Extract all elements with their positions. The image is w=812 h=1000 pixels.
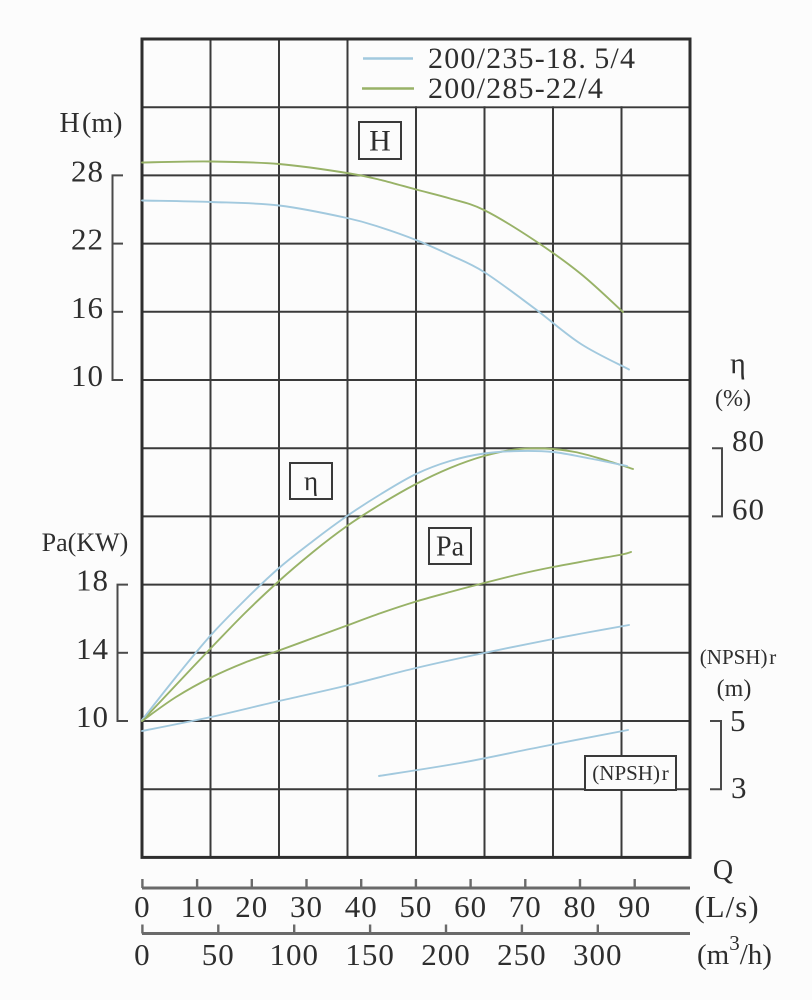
svg-text:30: 30 — [290, 889, 323, 924]
svg-text:14: 14 — [76, 631, 109, 666]
svg-text:150: 150 — [345, 937, 395, 972]
svg-text:5: 5 — [730, 703, 747, 738]
svg-text:(%): (%) — [715, 386, 751, 412]
svg-text:200/285-22/4: 200/285-22/4 — [428, 72, 604, 105]
svg-text:10: 10 — [181, 889, 214, 924]
svg-text:250: 250 — [497, 937, 547, 972]
svg-text:80: 80 — [732, 423, 765, 458]
svg-text:16: 16 — [71, 290, 104, 325]
svg-text:0: 0 — [134, 937, 151, 972]
svg-text:28: 28 — [71, 153, 104, 188]
svg-text:H: H — [369, 125, 391, 158]
svg-text:3: 3 — [731, 770, 748, 805]
svg-text:10: 10 — [76, 699, 109, 734]
svg-text:Q: Q — [713, 855, 733, 886]
svg-text:0: 0 — [134, 889, 151, 924]
svg-text:Pa(KW): Pa(KW) — [42, 528, 129, 557]
svg-text:100: 100 — [269, 937, 319, 972]
svg-text:70: 70 — [509, 889, 542, 924]
svg-text:50: 50 — [399, 889, 432, 924]
svg-text:22: 22 — [71, 222, 104, 257]
svg-text:18: 18 — [76, 563, 109, 598]
svg-text:90: 90 — [618, 889, 651, 924]
svg-text:200/235-18. 5/4: 200/235-18. 5/4 — [428, 42, 636, 75]
svg-text:(L/s): (L/s) — [694, 889, 759, 924]
svg-text:60: 60 — [454, 889, 487, 924]
svg-text:(NPSH) r: (NPSH) r — [700, 645, 776, 669]
svg-text:10: 10 — [71, 358, 104, 393]
svg-text:(NPSH) r: (NPSH) r — [592, 761, 668, 785]
svg-text:80: 80 — [564, 889, 597, 924]
svg-text:40: 40 — [345, 889, 378, 924]
svg-text:η: η — [730, 347, 746, 380]
svg-text:(m): (m) — [717, 676, 752, 702]
svg-text:300: 300 — [573, 937, 623, 972]
svg-text:Pa: Pa — [436, 532, 465, 563]
svg-text:20: 20 — [235, 889, 268, 924]
svg-text:60: 60 — [732, 492, 765, 527]
svg-text:200: 200 — [421, 937, 471, 972]
svg-text:50: 50 — [202, 937, 235, 972]
svg-text:H (m): H (m) — [60, 108, 123, 139]
svg-text:η: η — [304, 466, 318, 496]
